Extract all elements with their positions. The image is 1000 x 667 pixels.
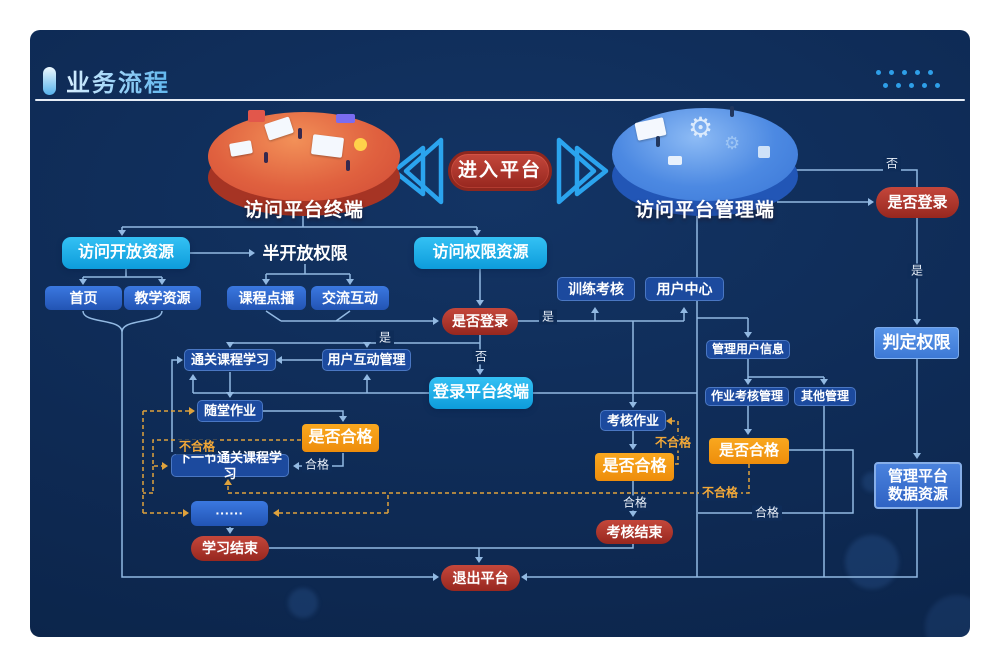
page-title: 业务流程 (66, 63, 170, 98)
disc-label-admin: 访问平台管理端 (634, 200, 775, 221)
person-figure (298, 128, 302, 139)
header-divider (35, 99, 965, 101)
person-figure (656, 136, 660, 147)
bokeh-decor (288, 588, 318, 618)
person-figure (730, 106, 734, 117)
card-icon (668, 156, 682, 165)
illustration-terminal-disc: 访问平台终端 (208, 110, 400, 221)
bokeh-decor (845, 535, 899, 589)
person-figure (346, 160, 350, 171)
coin-icon (354, 138, 367, 151)
disc-label-terminal: 访问平台终端 (243, 200, 364, 221)
box-icon (248, 110, 265, 122)
cube-icon (758, 146, 770, 158)
title-pill-icon (43, 67, 56, 95)
disc-top (208, 112, 400, 202)
gear-icon: ⚙ (724, 133, 741, 153)
box-icon (336, 114, 355, 123)
gear-icon: ⚙ (688, 112, 714, 143)
screen-icon (310, 134, 345, 158)
illustration-admin-disc: ⚙ ⚙ 访问平台管理端 (612, 106, 798, 221)
person-figure (264, 152, 268, 163)
